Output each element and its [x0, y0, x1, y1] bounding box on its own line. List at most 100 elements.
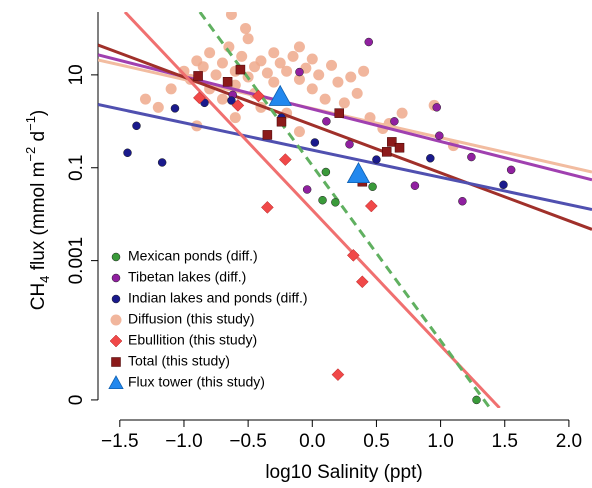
fit-line [198, 12, 492, 408]
point [157, 158, 167, 167]
y-axis-label-part: −1 [23, 116, 38, 131]
point [193, 71, 203, 81]
x-tick-label: 0.0 [299, 431, 325, 452]
legend-label: Diffusion (this study) [128, 311, 255, 327]
point [293, 126, 305, 138]
point [276, 116, 287, 127]
point [165, 83, 177, 95]
point [351, 87, 363, 99]
point [432, 103, 441, 112]
point [390, 117, 399, 126]
point [293, 41, 305, 53]
point [210, 69, 222, 81]
y-axis-label: CH4 flux (mmol m−2 d−1) [23, 110, 52, 311]
point [394, 142, 405, 153]
point [372, 155, 381, 164]
x-tick-label: 0.5 [363, 431, 389, 452]
point [242, 33, 254, 45]
point [396, 107, 408, 119]
point [355, 275, 369, 289]
point [222, 77, 233, 87]
point [235, 64, 246, 75]
point [381, 147, 392, 157]
legend-marker [108, 375, 124, 389]
point [346, 248, 360, 262]
fit-line [98, 103, 592, 211]
point [345, 71, 357, 83]
legend-marker [111, 273, 121, 283]
x-axis-label: log10 Salinity (ppt) [265, 462, 422, 483]
point [319, 93, 331, 105]
point [458, 196, 467, 206]
point [132, 121, 141, 131]
point [216, 93, 228, 105]
legend-label: Mexican ponds (diff.) [128, 248, 258, 264]
point [313, 69, 325, 81]
legend-marker [109, 334, 123, 348]
legend-label: Ebullition (this study) [128, 332, 257, 348]
x-tick-label: 1.5 [492, 431, 518, 452]
point [152, 101, 164, 113]
point [387, 137, 397, 147]
point [268, 76, 280, 88]
point [322, 117, 331, 126]
point [262, 130, 273, 140]
legend-label: Total (this study) [128, 353, 230, 369]
point [197, 61, 209, 73]
point [310, 138, 320, 147]
point [268, 84, 292, 106]
point [467, 152, 476, 162]
point [472, 395, 481, 405]
point [231, 99, 245, 112]
point [332, 76, 344, 88]
legend-marker [111, 357, 121, 367]
y-axis-label-part: flux (mmol m [28, 162, 49, 276]
point [204, 47, 216, 59]
point [358, 65, 370, 77]
point [261, 201, 274, 214]
point [261, 67, 273, 79]
point [240, 22, 252, 34]
point [216, 57, 228, 69]
y-tick-label: 0.001 [66, 237, 87, 285]
y-axis-label-part: −2 [23, 147, 38, 162]
point [287, 50, 299, 62]
point [225, 12, 237, 20]
legend-label: Indian lakes and ponds (diff.) [128, 290, 308, 306]
point [346, 161, 371, 184]
legend-marker [111, 252, 121, 262]
point [227, 96, 236, 105]
legend-marker [111, 294, 121, 304]
point [326, 59, 338, 71]
point [295, 67, 304, 77]
legend-marker [110, 314, 122, 326]
point [252, 89, 265, 103]
x-tick-label: −1.5 [101, 431, 139, 452]
fit-line [98, 43, 592, 231]
point [364, 199, 378, 213]
point [331, 368, 345, 382]
x-tick-label: −0.5 [229, 431, 267, 452]
point [178, 65, 190, 77]
y-tick-label: 0 [66, 395, 87, 406]
point [338, 97, 350, 109]
point [499, 180, 508, 190]
point [193, 91, 206, 105]
point [123, 148, 132, 158]
point [274, 57, 286, 69]
x-tick-label: −1.0 [165, 431, 203, 452]
point [345, 140, 354, 149]
point [334, 108, 344, 118]
point [506, 165, 516, 175]
point [278, 153, 292, 166]
point [255, 55, 267, 67]
point [435, 131, 444, 140]
plot-area [98, 12, 592, 408]
point [410, 181, 420, 190]
y-axis-label-part: CH [28, 283, 49, 310]
point [302, 185, 312, 194]
x-tick-label: 2.0 [556, 431, 582, 452]
y-tick-label: 10 [66, 64, 87, 85]
point [229, 112, 241, 124]
